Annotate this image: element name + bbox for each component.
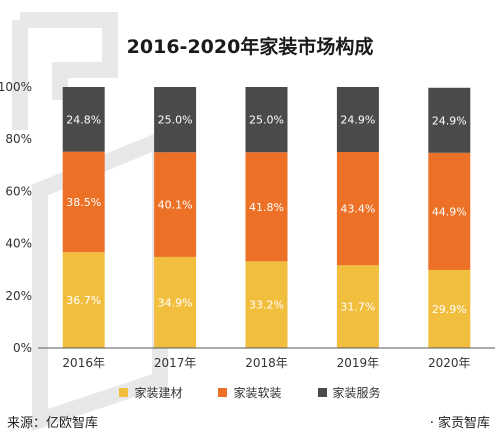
bar-segment <box>428 152 471 270</box>
data-label: 41.8% <box>249 201 284 214</box>
source-note: 来源：亿欧智库 <box>7 416 99 431</box>
brand-credit: · 家贡智库 <box>429 416 490 431</box>
x-tick-label: 2019年 <box>337 356 380 370</box>
legend-swatch-service <box>317 388 327 397</box>
bar-segment <box>336 87 379 152</box>
data-label: 38.5% <box>66 196 101 209</box>
bar-segment <box>336 151 379 266</box>
y-tick-label: 100% <box>0 80 32 94</box>
legend-label-decoration: 家装软装 <box>233 386 282 400</box>
bar-segment <box>154 152 197 257</box>
legend-item-service: 家装服务 <box>317 384 381 401</box>
data-label: 44.9% <box>432 205 467 218</box>
x-tick-label: 2018年 <box>245 356 288 370</box>
data-label: 43.4% <box>340 203 375 216</box>
bar-segment <box>62 252 105 348</box>
x-tick-label: 2020年 <box>428 356 471 370</box>
y-tick-label: 60% <box>5 184 32 198</box>
bar-segment <box>245 261 288 348</box>
data-label: 33.2% <box>249 299 284 312</box>
chart-title: 2016-2020年家装市场构成 <box>126 36 374 58</box>
data-label: 24.9% <box>432 114 467 127</box>
data-label: 24.8% <box>66 113 101 126</box>
bar-segment <box>154 256 197 348</box>
x-tick-label: 2016年 <box>62 356 105 370</box>
y-tick-label: 80% <box>5 132 32 146</box>
legend-swatch-materials <box>119 388 129 397</box>
legend-swatch-decoration <box>218 388 228 397</box>
data-label: 40.1% <box>158 199 193 212</box>
bar-segment <box>62 87 105 152</box>
x-tick-label: 2017年 <box>154 356 197 370</box>
y-tick-label: 40% <box>5 237 32 251</box>
data-label: 24.9% <box>340 113 375 126</box>
data-label: 36.7% <box>66 294 101 307</box>
legend-label-service: 家装服务 <box>332 386 381 400</box>
data-label: 31.7% <box>340 301 375 314</box>
bar-segment <box>428 269 471 348</box>
bar-segment <box>154 87 197 153</box>
data-label: 29.9% <box>432 303 467 316</box>
legend-item-decoration: 家装软装 <box>218 384 282 401</box>
y-tick-label: 20% <box>5 289 32 303</box>
bar-segment <box>245 152 288 262</box>
data-label: 25.0% <box>158 114 193 127</box>
legend-item-materials: 家装建材 <box>119 384 182 401</box>
legend-label-materials: 家装建材 <box>134 386 183 400</box>
data-label: 34.9% <box>158 296 193 309</box>
bar-segment <box>245 87 288 153</box>
data-label: 25.0% <box>249 114 284 127</box>
bar-segment <box>428 87 471 153</box>
y-tick-label: 0% <box>13 341 32 355</box>
bar-segment <box>336 265 379 348</box>
chart-legend: 家装建材 家装软装 家装服务 <box>0 384 500 401</box>
bar-segment <box>62 151 105 253</box>
